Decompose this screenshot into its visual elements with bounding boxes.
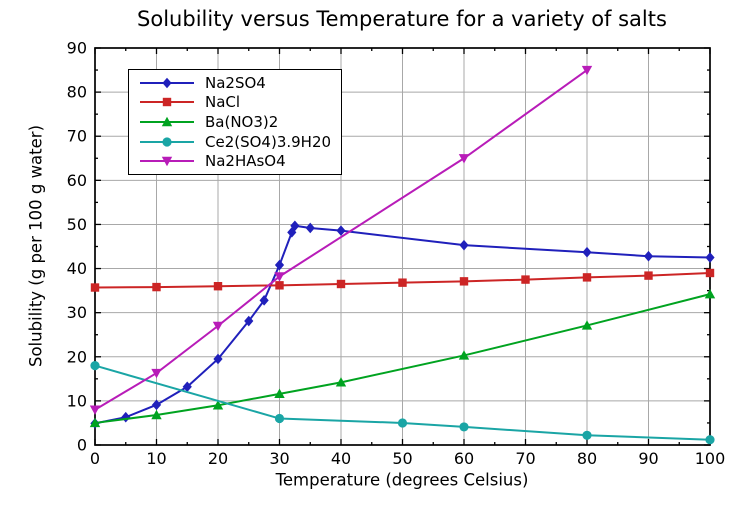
svg-text:40: 40 [67, 259, 87, 278]
svg-text:50: 50 [392, 449, 412, 468]
legend-item: Ba(NO3)2 [138, 112, 341, 131]
svg-text:60: 60 [454, 449, 474, 468]
svg-text:80: 80 [67, 83, 87, 102]
x-axis-label: Temperature (degrees Celsius) [275, 470, 529, 490]
legend-sample-na2so4-icon [140, 77, 194, 89]
svg-text:20: 20 [67, 347, 87, 366]
legend-label: Ce2(SO4)3.9H20 [205, 132, 332, 151]
legend-item: Ce2(SO4)3.9H20 [138, 132, 341, 151]
svg-text:30: 30 [269, 449, 289, 468]
svg-text:0: 0 [90, 449, 100, 468]
svg-text:40: 40 [331, 449, 351, 468]
svg-text:70: 70 [515, 449, 535, 468]
y-axis-label: Solubility (g per 100 g water) [26, 124, 46, 368]
legend-sample-ce2so43-icon [140, 136, 194, 147]
legend-item: Na2HAsO4 [138, 152, 341, 171]
series-NaCl [90, 268, 715, 292]
svg-text:70: 70 [67, 127, 87, 146]
tick-labels: 0 10 20 30 40 50 60 70 80 90 100 0 10 20 30 40 50 60 70 80 9… [67, 39, 726, 469]
legend-label: Na2SO4 [205, 73, 266, 92]
series-Na2SO4 [90, 220, 715, 429]
svg-text:100: 100 [695, 449, 726, 468]
svg-text:90: 90 [67, 39, 87, 58]
legend-item: Na2SO4 [138, 73, 341, 92]
legend: Na2SO4 NaCl Ba(NO3)2 Ce2(SO4)3.9H20 Na2H… [128, 69, 342, 175]
tick-marks [94, 47, 711, 446]
svg-text:10: 10 [67, 391, 87, 410]
svg-text:30: 30 [67, 303, 87, 322]
legend-label: NaCl [205, 93, 241, 112]
svg-text:60: 60 [67, 171, 87, 190]
svg-text:10: 10 [146, 449, 166, 468]
svg-text:80: 80 [577, 449, 597, 468]
svg-text:90: 90 [638, 449, 658, 468]
series-Na2HAsO4 [89, 65, 593, 415]
chart-title: Solubility versus Temperature for a vari… [137, 7, 667, 31]
legend-sample-na2haso4-icon [140, 156, 194, 167]
series-Ba(NO3)2 [89, 288, 716, 428]
svg-text:0: 0 [77, 436, 87, 455]
legend-item: NaCl [138, 93, 341, 112]
svg-text:20: 20 [208, 449, 228, 468]
legend-sample-nacl-icon [140, 98, 194, 107]
series-Ce2(SO4)3.9H20 [90, 361, 715, 445]
svg-text:50: 50 [67, 215, 87, 234]
legend-label: Ba(NO3)2 [205, 112, 279, 131]
legend-label: Na2HAsO4 [205, 152, 286, 171]
legend-sample-bano32-icon [140, 116, 194, 127]
